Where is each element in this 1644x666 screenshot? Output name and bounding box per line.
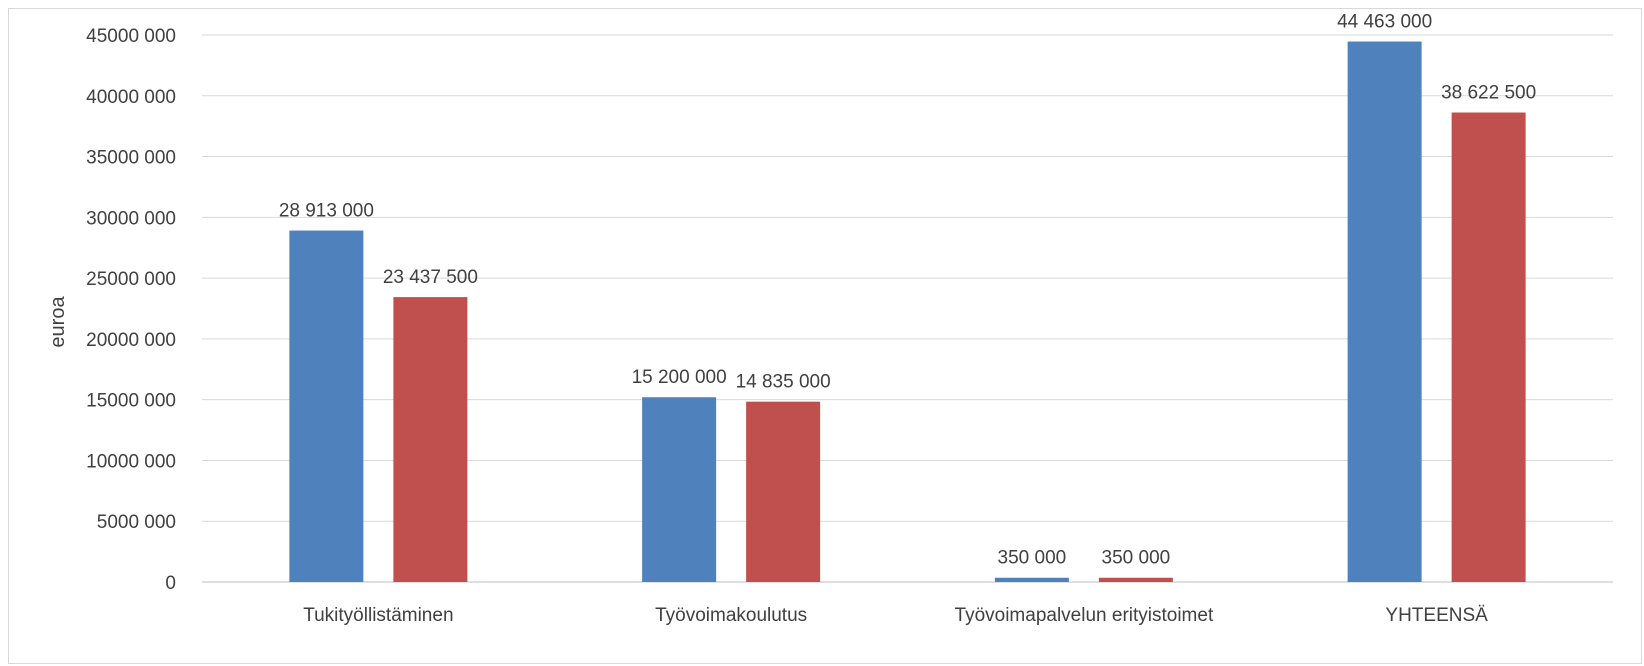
y-tick-label: 45000 000 bbox=[86, 26, 176, 47]
data-label: 28 913 000 bbox=[279, 201, 374, 222]
y-tick-label: 40000 000 bbox=[86, 87, 176, 108]
y-tick-label: 30000 000 bbox=[86, 208, 176, 229]
data-label: 44 463 000 bbox=[1337, 12, 1432, 33]
y-tick-label: 10000 000 bbox=[86, 451, 176, 472]
bar bbox=[746, 401, 821, 582]
bar bbox=[1451, 112, 1526, 582]
data-label: 14 835 000 bbox=[736, 372, 831, 393]
bar bbox=[289, 230, 364, 582]
data-labels: 28 913 000 23 437 500 15 200 000 14 835 000… bbox=[279, 12, 1536, 569]
y-tick-label: 35000 000 bbox=[86, 148, 176, 169]
data-label: 23 437 500 bbox=[383, 267, 478, 288]
bar bbox=[1098, 577, 1173, 582]
y-tick-label: 25000 000 bbox=[86, 269, 176, 290]
bar bbox=[642, 397, 717, 582]
data-label: 350 000 bbox=[998, 548, 1067, 569]
y-axis-title: euroa bbox=[47, 296, 69, 348]
bars bbox=[289, 41, 1526, 583]
category-label: Tukityöllistäminen bbox=[303, 605, 453, 626]
y-tick-label: 15000 000 bbox=[86, 391, 176, 412]
data-label: 350 000 bbox=[1102, 548, 1171, 569]
bar bbox=[1347, 41, 1422, 583]
y-axis-ticks: 0 5000 000 10000 000 15000 000 20000 000 2500… bbox=[86, 26, 176, 594]
data-label: 15 200 000 bbox=[632, 367, 727, 388]
y-tick-label: 5000 000 bbox=[97, 512, 176, 533]
bar bbox=[994, 577, 1069, 582]
category-label: YHTEENSÄ bbox=[1385, 605, 1488, 626]
x-axis-categories: Tukityöllistäminen Työvoimakoulutus Työvoi… bbox=[303, 605, 1488, 626]
data-label: 38 622 500 bbox=[1441, 83, 1536, 104]
category-label: Työvoimakoulutus bbox=[655, 605, 807, 626]
y-tick-label: 0 bbox=[165, 573, 176, 594]
y-tick-label: 20000 000 bbox=[86, 330, 176, 351]
bar bbox=[393, 297, 468, 582]
category-label: Työvoimapalvelun erityistoimet bbox=[955, 605, 1214, 626]
